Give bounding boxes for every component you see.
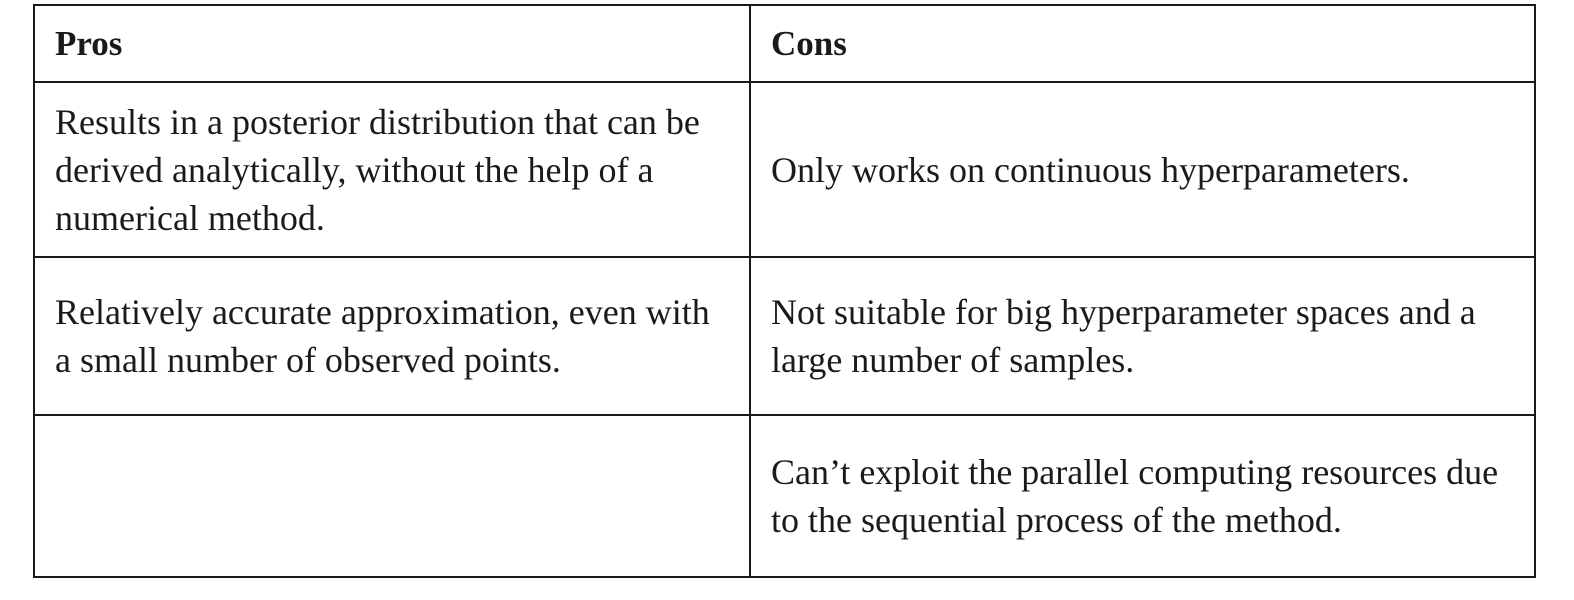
cons-cell: Can’t exploit the parallel computing res… bbox=[749, 414, 1536, 578]
table-row: Results in a posterior distribution that… bbox=[33, 81, 1536, 258]
cons-cell: Only works on continuous hyperparameters… bbox=[749, 81, 1536, 258]
pros-cell bbox=[33, 414, 751, 578]
table-row: Can’t exploit the parallel computing res… bbox=[33, 414, 1536, 578]
column-header-pros: Pros bbox=[33, 4, 751, 83]
cons-text: Only works on continuous hyperparameters… bbox=[771, 149, 1410, 190]
pros-cell: Results in a posterior distribution that… bbox=[33, 81, 751, 258]
pros-text: Results in a posterior distribution that… bbox=[55, 101, 700, 238]
pros-text: Relatively accurate approximation, even … bbox=[55, 292, 710, 380]
column-header-cons: Cons bbox=[749, 4, 1536, 83]
table-row: Relatively accurate approximation, even … bbox=[33, 256, 1536, 416]
pros-cons-table: Pros Cons Results in a posterior distrib… bbox=[33, 4, 1536, 578]
cons-text: Can’t exploit the parallel computing res… bbox=[771, 452, 1499, 540]
table-header-row: Pros Cons bbox=[33, 4, 1536, 83]
cons-text: Not suitable for big hyperparameter spac… bbox=[771, 292, 1476, 380]
cons-cell: Not suitable for big hyperparameter spac… bbox=[749, 256, 1536, 416]
pros-cell: Relatively accurate approximation, even … bbox=[33, 256, 751, 416]
